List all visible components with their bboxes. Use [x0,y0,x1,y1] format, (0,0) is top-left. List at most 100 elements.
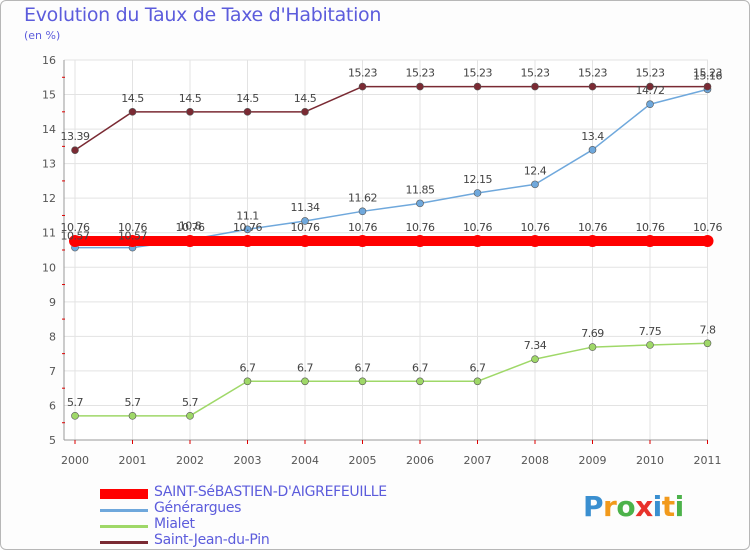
x-tick-label: 2009 [579,454,607,467]
data-point [184,235,196,248]
data-point [529,235,541,248]
data-label: 10.8 [179,220,202,233]
data-label: 10.76 [578,221,607,234]
data-label: 7.8 [700,323,716,336]
data-label: 7.75 [639,325,662,338]
y-tick-label: 8 [49,330,56,343]
data-label: 15.23 [463,67,492,80]
data-point [186,412,194,420]
data-label: 15.16 [693,69,722,82]
logo-letter: o [616,490,636,523]
y-tick-label: 6 [49,399,56,412]
logo-letter: x [635,490,653,523]
data-label: 10.76 [118,221,147,234]
y-tick-label: 13 [42,158,56,171]
data-label: 14.5 [236,92,259,105]
data-label: 15.23 [406,67,435,80]
data-label: 10.76 [406,221,435,234]
data-label: 7.34 [524,339,547,352]
x-tick-label: 2010 [636,454,664,467]
data-point [646,82,654,91]
data-point [414,235,426,248]
data-label: 15.23 [521,67,550,80]
data-label: 14.72 [636,84,665,97]
chart-subtitle: (en %) [24,29,61,42]
x-tick-label: 2002 [176,454,204,467]
data-label: 15.23 [348,67,377,80]
y-tick-label: 15 [42,89,56,102]
data-point [703,82,712,91]
data-label: 13.39 [61,130,90,143]
data-label: 13.4 [581,130,604,143]
data-point [646,100,654,109]
data-point [531,355,539,363]
y-tick-label: 9 [49,296,56,309]
data-point [703,339,712,348]
data-point [243,377,252,386]
data-label: 10.76 [693,221,722,234]
legend-swatch [100,541,148,544]
data-point [69,235,81,248]
plot-area [64,60,708,440]
legend-swatch [100,509,148,512]
data-point [473,189,482,197]
data-label: 10.76 [636,221,665,234]
data-point [128,108,137,116]
data-point [241,235,254,248]
data-label: 5.7 [182,396,198,409]
data-label: 14.5 [294,92,317,105]
data-point [471,235,484,248]
data-label: 6.7 [412,361,428,374]
data-label: 10.57 [118,230,147,243]
data-point [646,341,654,349]
legend-label: Générargues [154,500,242,516]
data-label: 10.76 [348,221,377,234]
data-point [701,235,714,248]
data-label: 14.5 [121,92,144,105]
data-point [71,146,79,154]
x-tick-label: 2004 [291,454,319,467]
logo-letter: i [652,490,663,523]
x-tick-label: 2006 [406,454,434,467]
y-tick-label: 5 [49,434,56,447]
data-label: 10.76 [291,221,320,234]
data-point [531,180,539,189]
data-point [416,82,424,91]
y-tick-label: 7 [49,365,56,378]
legend-swatch [100,525,148,528]
data-point [588,343,597,351]
series-line [74,85,708,151]
data-point [416,377,424,386]
data-label: 12.4 [524,164,547,177]
data-point [586,235,599,248]
data-point [301,108,309,116]
data-label: 15.23 [693,67,722,80]
data-point [358,82,367,91]
data-label: 7.69 [581,327,604,340]
data-label: 6.7 [355,361,371,374]
x-tick-label: 2008 [521,454,549,467]
data-label: 6.7 [470,361,486,374]
data-point [473,82,482,91]
data-label: 11.62 [348,191,377,204]
data-label: 6.7 [297,361,313,374]
x-tick-label: 2007 [464,454,492,467]
data-label: 11.85 [406,183,435,196]
data-label: 15.23 [636,67,665,80]
x-tick-label: 2001 [119,454,147,467]
data-point [588,146,597,154]
x-tick-label: 2000 [61,454,89,467]
chart-title: Evolution du Taux de Taxe d'Habitation [24,4,382,26]
data-point [186,108,194,116]
data-label: 10.76 [463,221,492,234]
y-tick-label: 11 [42,227,56,240]
data-point [301,377,309,386]
data-point [416,199,424,208]
logo-letter: t [661,490,675,523]
x-tick-label: 2005 [349,454,377,467]
data-point [358,207,367,216]
logo-letter: i [674,490,685,523]
logo-letter: P [583,490,604,523]
data-point [644,235,656,248]
proxiti-logo: Proxiti [583,490,684,523]
